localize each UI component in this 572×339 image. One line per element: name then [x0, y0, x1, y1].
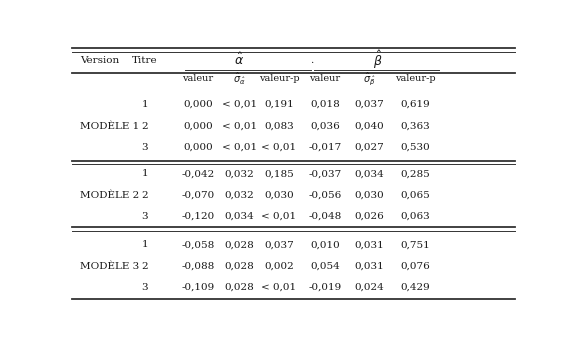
Text: 1: 1	[141, 100, 148, 109]
Text: 0,030: 0,030	[355, 191, 384, 200]
Text: 0,037: 0,037	[264, 240, 294, 249]
Text: < 0,01: < 0,01	[221, 122, 257, 131]
Text: -0,037: -0,037	[308, 169, 341, 178]
Text: -0,017: -0,017	[308, 143, 341, 152]
Text: MODÈLE 3: MODÈLE 3	[80, 262, 140, 271]
Text: 0,065: 0,065	[400, 191, 430, 200]
Text: < 0,01: < 0,01	[261, 212, 296, 221]
Text: -0,109: -0,109	[181, 283, 214, 292]
Text: 0,751: 0,751	[400, 240, 430, 249]
Text: < 0,01: < 0,01	[261, 283, 296, 292]
Text: valeur: valeur	[309, 74, 341, 83]
Text: < 0,01: < 0,01	[261, 143, 296, 152]
Text: MODÈLE 1: MODÈLE 1	[80, 122, 140, 131]
Text: 0,034: 0,034	[224, 212, 254, 221]
Text: -0,070: -0,070	[181, 191, 214, 200]
Text: MODÈLE 2: MODÈLE 2	[80, 191, 140, 200]
Text: 0,000: 0,000	[183, 122, 213, 131]
Text: 0,028: 0,028	[224, 262, 254, 271]
Text: -0,048: -0,048	[308, 212, 341, 221]
Text: -0,042: -0,042	[181, 169, 214, 178]
Text: 0,026: 0,026	[355, 212, 384, 221]
Text: 0,024: 0,024	[355, 283, 384, 292]
Text: 0,034: 0,034	[355, 169, 384, 178]
Text: 0,031: 0,031	[355, 262, 384, 271]
Text: 0,010: 0,010	[310, 240, 340, 249]
Text: $\hat{\sigma}_{\hat{\alpha}}$: $\hat{\sigma}_{\hat{\alpha}}$	[233, 71, 245, 86]
Text: 0,000: 0,000	[183, 100, 213, 109]
Text: 3: 3	[141, 212, 148, 221]
Text: $\hat{\sigma}_{\hat{\beta}}$: $\hat{\sigma}_{\hat{\beta}}$	[363, 70, 376, 87]
Text: 1: 1	[141, 240, 148, 249]
Text: $\hat{\alpha}$: $\hat{\alpha}$	[234, 52, 244, 68]
Text: valeur-p: valeur-p	[395, 74, 435, 83]
Text: 0,363: 0,363	[400, 122, 430, 131]
Text: -0,088: -0,088	[181, 262, 214, 271]
Text: 1: 1	[141, 169, 148, 178]
Text: Titre: Titre	[132, 56, 157, 65]
Text: 0,030: 0,030	[264, 191, 294, 200]
Text: .: .	[310, 56, 313, 65]
Text: Version: Version	[80, 56, 120, 65]
Text: 2: 2	[141, 122, 148, 131]
Text: 0,000: 0,000	[183, 143, 213, 152]
Text: 0,036: 0,036	[310, 122, 340, 131]
Text: valeur-p: valeur-p	[259, 74, 299, 83]
Text: -0,120: -0,120	[181, 212, 214, 221]
Text: 0,028: 0,028	[224, 240, 254, 249]
Text: < 0,01: < 0,01	[221, 143, 257, 152]
Text: 0,191: 0,191	[264, 100, 294, 109]
Text: -0,058: -0,058	[181, 240, 214, 249]
Text: 0,032: 0,032	[224, 169, 254, 178]
Text: $\hat{\beta}$: $\hat{\beta}$	[372, 49, 382, 71]
Text: 3: 3	[141, 143, 148, 152]
Text: 0,083: 0,083	[264, 122, 294, 131]
Text: 0,032: 0,032	[224, 191, 254, 200]
Text: 0,027: 0,027	[355, 143, 384, 152]
Text: 0,429: 0,429	[400, 283, 430, 292]
Text: 2: 2	[141, 191, 148, 200]
Text: 0,285: 0,285	[400, 169, 430, 178]
Text: 0,054: 0,054	[310, 262, 340, 271]
Text: -0,019: -0,019	[308, 283, 341, 292]
Text: 2: 2	[141, 262, 148, 271]
Text: 0,076: 0,076	[400, 262, 430, 271]
Text: 0,037: 0,037	[355, 100, 384, 109]
Text: 0,031: 0,031	[355, 240, 384, 249]
Text: < 0,01: < 0,01	[221, 100, 257, 109]
Text: valeur: valeur	[182, 74, 213, 83]
Text: 0,530: 0,530	[400, 143, 430, 152]
Text: 0,018: 0,018	[310, 100, 340, 109]
Text: 0,040: 0,040	[355, 122, 384, 131]
Text: 0,185: 0,185	[264, 169, 294, 178]
Text: 0,619: 0,619	[400, 100, 430, 109]
Text: 0,028: 0,028	[224, 283, 254, 292]
Text: 0,063: 0,063	[400, 212, 430, 221]
Text: 0,002: 0,002	[264, 262, 294, 271]
Text: 3: 3	[141, 283, 148, 292]
Text: -0,056: -0,056	[308, 191, 341, 200]
